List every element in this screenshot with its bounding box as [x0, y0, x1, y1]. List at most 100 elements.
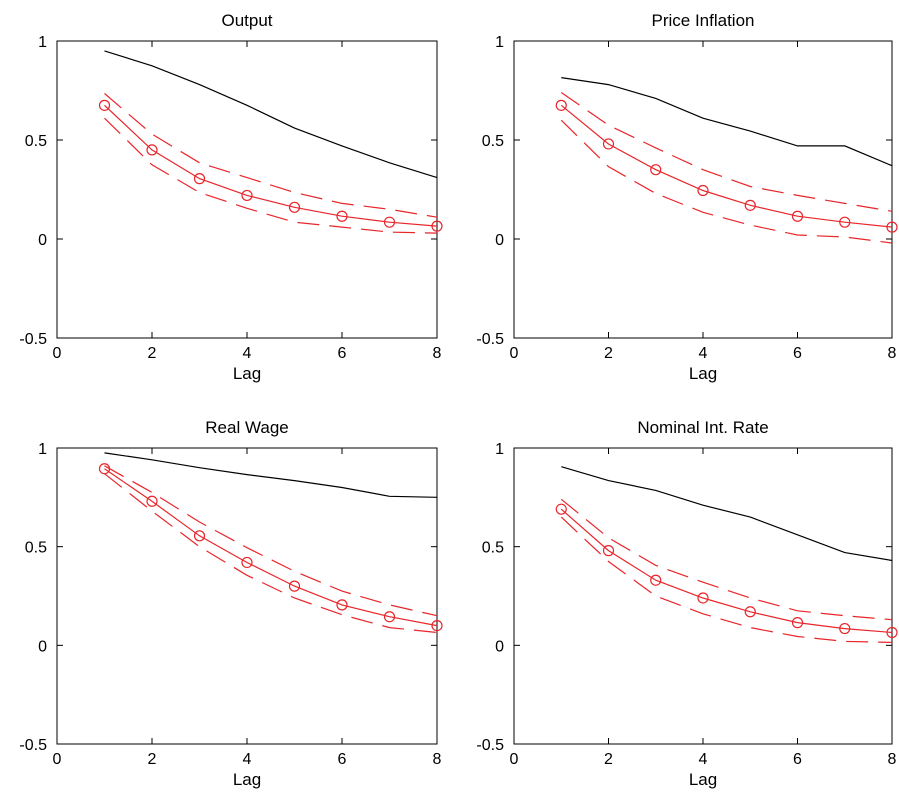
data-point-marker: [241, 189, 253, 202]
x-tick-label: 4: [699, 345, 708, 362]
x-tick-label: 2: [148, 751, 157, 768]
plot-frame: [513, 447, 893, 745]
data-point-marker: [697, 184, 709, 197]
series-line-dashed-band: [560, 92, 893, 212]
data-point-marker: [288, 580, 301, 592]
series-line-dashed-band: [104, 117, 438, 234]
x-tick-label: 0: [510, 751, 519, 768]
series-line-dashed-band: [560, 516, 893, 643]
data-point-marker: [336, 210, 348, 222]
data-point-marker: [431, 619, 443, 632]
x-tick-label: 8: [433, 751, 442, 768]
data-point-marker: [744, 606, 756, 618]
y-tick-label: 0: [38, 232, 47, 249]
x-tick-label: 2: [604, 751, 613, 768]
series-line-dashed-band: [104, 93, 438, 218]
series-line-dashed-band: [104, 473, 438, 634]
data-point-marker: [288, 201, 301, 213]
data-point-marker: [839, 622, 851, 635]
plot-frame: [56, 447, 438, 745]
x-tick-label: 0: [53, 751, 62, 768]
data-point-marker: [886, 626, 898, 639]
x-tick-label: 6: [338, 345, 347, 362]
x-tick-label: 8: [888, 751, 897, 768]
y-tick-label: -0.5: [476, 737, 504, 754]
x-axis-label: Lag: [689, 770, 717, 789]
panel-1: Price Inflation 0 2 4 6 8 -0.5 0 0.5 1 Lag: [476, 11, 898, 383]
data-point-marker: [98, 99, 111, 111]
series-line-black: [561, 77, 893, 167]
panel-0: Output 0 2 4 6 8 -0.5 0 0.5 1 Lag: [19, 11, 443, 383]
data-point-marker: [650, 574, 662, 586]
data-point-marker: [791, 210, 804, 222]
y-tick-label: 0: [38, 638, 47, 655]
series-line-circles: [560, 104, 893, 228]
y-tick-label: 1: [495, 34, 504, 51]
y-tick-label: 0: [495, 638, 504, 655]
x-tick-label: 4: [243, 345, 252, 362]
series-line-dashed-band: [104, 465, 438, 617]
x-tick-label: 0: [53, 345, 62, 362]
data-point-marker: [697, 592, 709, 604]
series-line-black: [561, 466, 893, 562]
panel-title: Price Inflation: [652, 11, 755, 30]
panel-title: Output: [221, 11, 272, 30]
y-tick-label: -0.5: [19, 331, 47, 348]
data-point-marker: [193, 173, 206, 185]
data-point-marker: [383, 216, 396, 228]
data-point-marker: [193, 530, 206, 542]
data-point-marker: [791, 617, 804, 629]
data-point-marker: [336, 599, 348, 611]
data-point-marker: [146, 144, 158, 156]
x-axis-label: Lag: [233, 770, 261, 789]
data-point-marker: [602, 138, 615, 150]
x-tick-label: 4: [243, 751, 252, 768]
y-tick-label: 1: [495, 441, 504, 458]
data-point-marker: [146, 495, 158, 507]
data-point-marker: [555, 503, 567, 515]
data-point-marker: [650, 164, 662, 176]
x-tick-label: 6: [338, 751, 347, 768]
data-point-marker: [744, 199, 756, 211]
data-point-marker: [555, 99, 567, 111]
y-tick-label: 0.5: [482, 133, 504, 150]
y-tick-label: -0.5: [19, 737, 47, 754]
plot-frame: [56, 40, 438, 339]
x-tick-label: 8: [888, 345, 897, 362]
y-tick-label: 1: [38, 34, 47, 51]
x-tick-label: 6: [793, 345, 802, 362]
series-line-dashed-band: [560, 119, 893, 244]
panel-title: Real Wage: [205, 418, 288, 437]
data-point-marker: [383, 611, 396, 623]
x-axis-label: Lag: [689, 364, 717, 383]
y-tick-label: 0.5: [482, 540, 504, 557]
series-line-circles: [104, 104, 438, 227]
x-tick-label: 2: [148, 345, 157, 362]
panel-title: Nominal Int. Rate: [637, 418, 768, 437]
panel-3: Nominal Int. Rate 0 2 4 6 8 -0.5 0 0.5 1 Lag: [476, 418, 898, 789]
series-line-circles: [560, 508, 893, 634]
plot-frame: [513, 40, 893, 339]
y-tick-label: 0.5: [25, 133, 47, 150]
data-point-marker: [602, 545, 615, 557]
x-tick-label: 8: [433, 345, 442, 362]
data-point-marker: [886, 221, 898, 233]
x-tick-label: 2: [604, 345, 613, 362]
data-point-marker: [431, 220, 443, 232]
y-tick-label: 1: [38, 441, 47, 458]
series-line-black: [104, 50, 438, 179]
x-tick-label: 0: [510, 345, 519, 362]
data-point-marker: [241, 556, 253, 569]
y-tick-label: 0.5: [25, 540, 47, 557]
series-line-dashed-band: [560, 498, 893, 621]
y-tick-label: 0: [495, 232, 504, 249]
x-tick-label: 4: [699, 751, 708, 768]
x-axis-label: Lag: [233, 364, 261, 383]
y-tick-label: -0.5: [476, 331, 504, 348]
x-tick-label: 6: [793, 751, 802, 768]
data-point-marker: [839, 216, 851, 228]
panel-2: Real Wage 0 2 4 6 8 -0.5 0 0.5 1 Lag: [19, 418, 443, 789]
series-line-black: [104, 452, 438, 498]
series-line-circles: [104, 468, 438, 627]
